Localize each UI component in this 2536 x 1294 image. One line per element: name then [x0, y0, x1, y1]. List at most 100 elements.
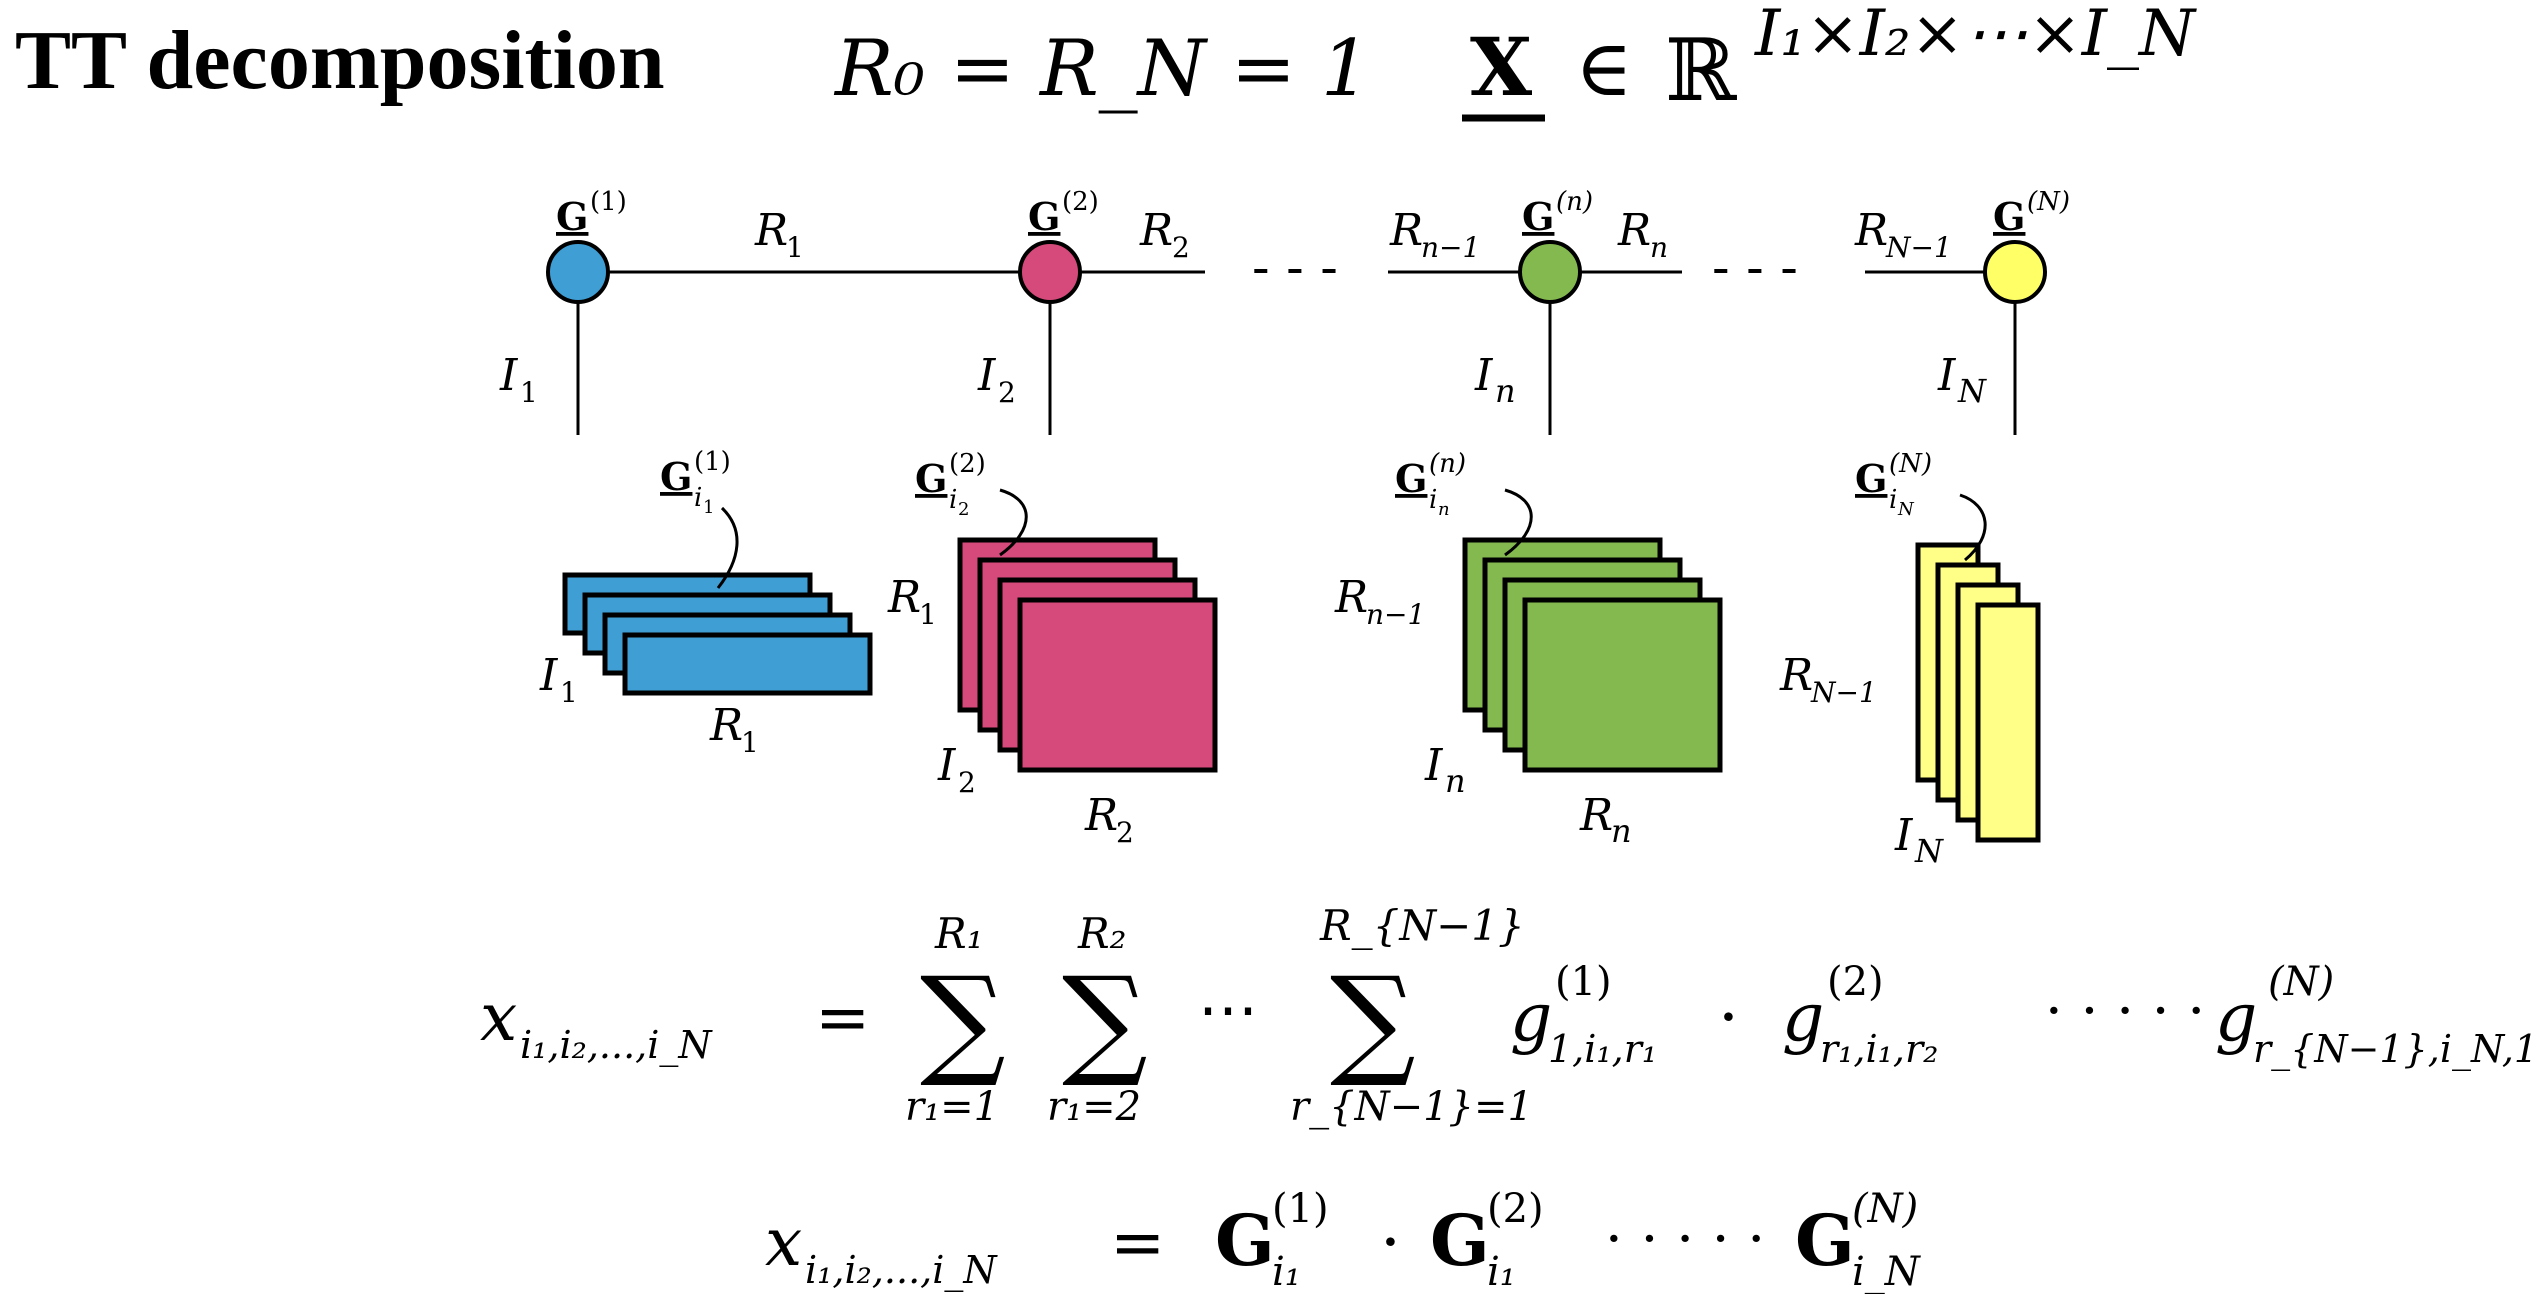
svg-text:i: i: [1429, 485, 1437, 515]
svg-text:N−1: N−1: [1885, 231, 1952, 264]
svg-text:R: R: [1779, 650, 1813, 701]
svg-text:n: n: [1495, 372, 1516, 410]
svg-text:G: G: [660, 454, 692, 499]
svg-text:(1): (1): [590, 187, 627, 217]
svg-text:(N): (N): [2027, 187, 2070, 217]
slice-label-n: G (n) i n: [1395, 449, 1466, 520]
svg-text:R: R: [1617, 205, 1651, 256]
svg-text:I: I: [1937, 350, 1957, 401]
slice-pointer-n: [1504, 488, 1533, 557]
term-3-sub: r_{N−1},i_N,1: [2253, 1027, 2536, 1072]
core-label-1: G (1): [556, 187, 627, 239]
formula2-equals: =: [1110, 1204, 1165, 1281]
svg-text:N−1: N−1: [1810, 676, 1877, 709]
tensor-space-expression: X ∈ ℝ I₁×I₂×⋯×I_N: [1462, 0, 2197, 122]
svg-text:n−1: n−1: [1421, 231, 1480, 264]
svg-text:2: 2: [998, 376, 1016, 409]
sum-2-upper: R₂: [1077, 909, 1126, 958]
slice-label-2: G (2) i 2: [915, 449, 986, 520]
svg-text:2: 2: [958, 499, 969, 520]
sum-1-symbol: ∑: [920, 952, 1006, 1091]
slice-nd: [1522, 597, 1723, 773]
bond-label-RN-1: RN−1: [1854, 205, 1952, 264]
svg-text:R: R: [887, 572, 921, 623]
sum-1-upper: R₁: [934, 909, 983, 958]
sum-2-symbol: ∑: [1062, 952, 1148, 1091]
svg-text:G: G: [1028, 194, 1060, 239]
svg-text:R: R: [1084, 790, 1118, 841]
svg-text:R: R: [1389, 205, 1423, 256]
svg-text:G: G: [915, 456, 947, 501]
svg-text:G: G: [1855, 456, 1887, 501]
svg-text:1: 1: [919, 598, 937, 631]
core-slices-n: [1462, 488, 1723, 773]
formula1-lhs-var: x: [480, 979, 517, 1056]
svg-text:(n): (n): [1429, 449, 1466, 479]
svg-text:I: I: [1894, 810, 1914, 861]
svg-text:I: I: [1424, 740, 1444, 791]
svg-text:I: I: [499, 350, 519, 401]
formula1-dot: ·: [1718, 979, 1739, 1056]
svg-text:1: 1: [560, 676, 578, 709]
svg-text:1: 1: [520, 376, 538, 409]
svg-text:(2): (2): [949, 449, 986, 479]
element-formula: x i₁,i₂,...,i_N = ∑ R₁ r₁=1 ∑ R₂ r₁=2 ⋯ …: [480, 901, 2536, 1130]
formula1-lhs-sub: i₁,i₂,...,i_N: [520, 1023, 713, 1068]
svg-text:G: G: [1993, 194, 2025, 239]
sum-cdots: ⋯: [1198, 975, 1258, 1045]
slice-label-1: G (1) i 1: [660, 447, 731, 518]
core-slices-2: [957, 488, 1218, 773]
term-3-sup: (N): [2268, 959, 2334, 1005]
svg-text:n: n: [1611, 812, 1632, 850]
svg-text:1: 1: [741, 726, 759, 759]
svg-text:I: I: [539, 650, 559, 701]
svg-text:n−1: n−1: [1366, 598, 1425, 631]
formula1-equals: =: [815, 979, 870, 1056]
formula2-dot: ·: [1380, 1204, 1401, 1281]
matrix-term-1-sup: (1): [1272, 1186, 1329, 1232]
term-2-var: g: [1782, 979, 1824, 1056]
sum-1-lower: r₁=1: [905, 1084, 999, 1130]
bond-label-Rn: Rn: [1617, 205, 1668, 264]
formula2-dots: · · · · ·: [1605, 1207, 1765, 1272]
slice-label-N: G (N) i N: [1855, 449, 1932, 520]
matrix-term-3-sup: (N): [1852, 1186, 1918, 1232]
svg-text:I: I: [937, 740, 957, 791]
ellipsis-dashes-2: - - -: [1712, 238, 1798, 298]
tensor-symbol: X: [1470, 20, 1532, 114]
svg-text:(2): (2): [1062, 187, 1099, 217]
term-1-sup: (1): [1555, 959, 1612, 1005]
svg-text:2: 2: [958, 766, 976, 799]
core-node-2: [1018, 240, 1082, 304]
svg-text:R: R: [1854, 205, 1888, 256]
svg-text:n: n: [1445, 762, 1466, 800]
core-label-N: G (N): [1993, 187, 2070, 239]
svg-text:1: 1: [786, 231, 804, 264]
svg-text:n: n: [1438, 499, 1450, 520]
slice-dims-n: R n−1 I n R n: [1334, 572, 1632, 850]
sum-3-symbol: ∑: [1330, 952, 1416, 1091]
sum-3-upper: R_{N−1}: [1319, 901, 1525, 950]
svg-text:N: N: [1897, 499, 1915, 520]
sum-3-lower: r_{N−1}=1: [1290, 1084, 1533, 1130]
ellipsis-dashes-1: - - -: [1252, 238, 1338, 298]
formula2-lhs-var: x: [765, 1204, 802, 1281]
svg-text:i: i: [694, 483, 702, 513]
svg-text:R: R: [1139, 205, 1173, 256]
term-2-sub: r₁,i₁,r₂: [1820, 1027, 1938, 1071]
svg-text:(n): (n): [1556, 187, 1593, 217]
svg-text:R: R: [709, 700, 743, 751]
svg-text:2: 2: [1116, 816, 1134, 849]
core-node-N: [1983, 240, 2047, 304]
core-label-n: G (n): [1522, 187, 1593, 239]
matrix-term-2-sup: (2): [1487, 1186, 1544, 1232]
svg-text:R: R: [1579, 790, 1613, 841]
slice-1d: [622, 632, 873, 696]
page-title: TT decomposition: [15, 14, 665, 107]
svg-text:G: G: [556, 194, 588, 239]
sum-2-lower: r₁=2: [1047, 1084, 1141, 1130]
slice-dims-2: R 1 I 2 R 2: [887, 572, 1134, 849]
